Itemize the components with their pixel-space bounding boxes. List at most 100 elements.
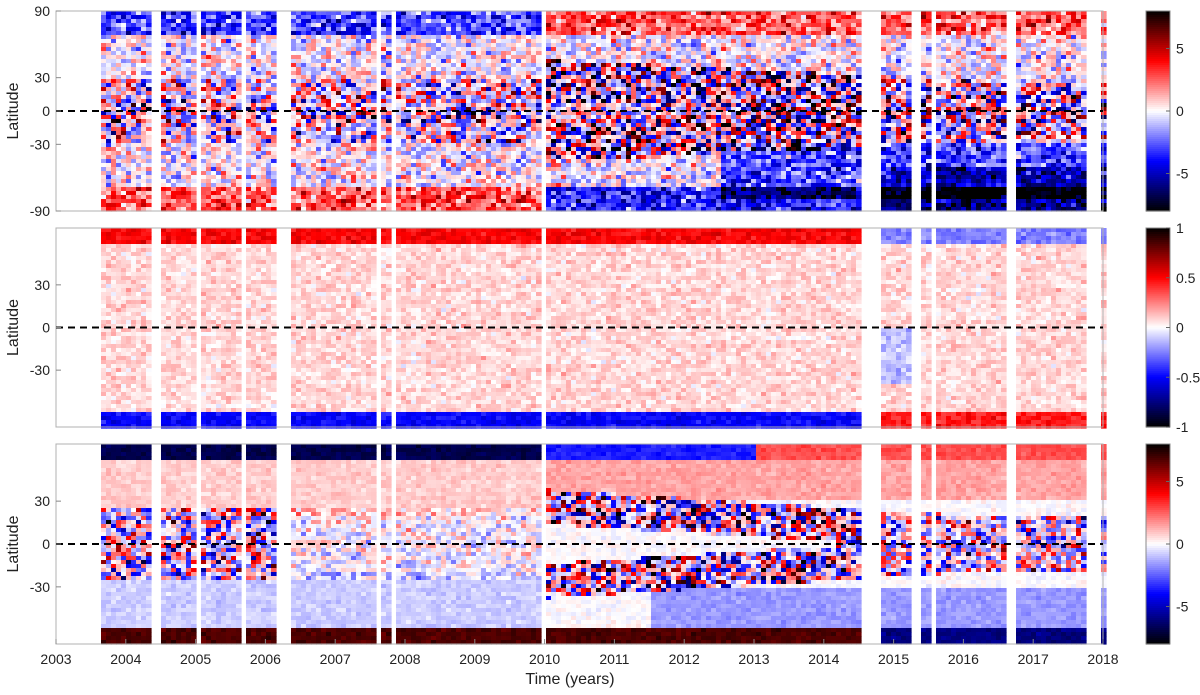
heatmap-cell (181, 187, 187, 192)
heatmap-cell (431, 71, 437, 76)
heatmap-cell (271, 195, 277, 200)
heatmap-cell (506, 207, 512, 212)
heatmap-cell (616, 35, 622, 40)
heatmap-cell (456, 187, 462, 192)
heatmap-cell (341, 75, 347, 80)
heatmap-cell (596, 39, 602, 44)
heatmap-cell (406, 95, 412, 100)
heatmap-cell (441, 59, 447, 64)
heatmap-cell (556, 19, 562, 24)
heatmap-cell (496, 155, 502, 160)
heatmap-cell (511, 187, 517, 192)
heatmap-cell (246, 91, 252, 96)
heatmap-cell (581, 159, 587, 164)
heatmap-cell (101, 51, 107, 56)
heatmap-cell (126, 67, 132, 72)
heatmap-cell (536, 151, 542, 156)
heatmap-cell (111, 87, 117, 92)
heatmap-cell (606, 75, 612, 80)
heatmap-cell (636, 123, 642, 128)
heatmap-cell (206, 51, 212, 56)
heatmap-cell (456, 27, 462, 32)
heatmap-cell (491, 127, 497, 132)
heatmap-cell (576, 19, 582, 24)
heatmap-cell (246, 31, 252, 36)
heatmap-cell (526, 103, 532, 108)
heatmap-cell (526, 11, 532, 16)
heatmap-cell (366, 47, 372, 52)
heatmap-cell (101, 71, 107, 76)
heatmap-cell (426, 163, 432, 168)
heatmap-cell (291, 187, 297, 192)
heatmap-cell (641, 175, 647, 180)
heatmap-cell (416, 75, 422, 80)
heatmap-cell (481, 15, 487, 20)
heatmap-cell (426, 179, 432, 184)
heatmap-cell (131, 131, 137, 136)
heatmap-cell (586, 67, 592, 72)
heatmap-cell (146, 27, 152, 32)
heatmap-cell (366, 139, 372, 144)
heatmap-cell (306, 111, 312, 116)
heatmap-cell (501, 135, 507, 140)
heatmap-cell (176, 107, 182, 112)
heatmap-cell (571, 155, 577, 160)
heatmap-cell (381, 47, 387, 52)
heatmap-cell (236, 35, 242, 40)
heatmap-cell (311, 15, 317, 20)
heatmap-cell (396, 75, 402, 80)
heatmap-cell (631, 111, 637, 116)
heatmap-cell (446, 31, 452, 36)
heatmap-cell (201, 87, 207, 92)
heatmap-cell (511, 31, 517, 36)
heatmap-cell (251, 127, 257, 132)
heatmap-cell (441, 39, 447, 44)
heatmap-cell (471, 103, 477, 108)
heatmap-cell (406, 183, 412, 188)
heatmap-cell (336, 107, 342, 112)
heatmap-cell (316, 51, 322, 56)
heatmap-cell (396, 99, 402, 104)
heatmap-cell (311, 87, 317, 92)
heatmap-cell (206, 71, 212, 76)
heatmap-cell (611, 179, 617, 184)
heatmap-cell (601, 203, 607, 208)
heatmap-cell (131, 31, 137, 36)
heatmap-cell (466, 163, 472, 168)
heatmap-cell (371, 195, 377, 200)
heatmap-cell (486, 191, 492, 196)
heatmap-cell (426, 171, 432, 176)
heatmap-cell (421, 147, 427, 152)
heatmap-cell (611, 71, 617, 76)
heatmap-cell (236, 135, 242, 140)
heatmap-cell (251, 107, 257, 112)
heatmap-cell (261, 191, 267, 196)
heatmap-cell (576, 47, 582, 52)
heatmap-cell (436, 175, 442, 180)
heatmap-cell (576, 63, 582, 68)
heatmap-cell (356, 159, 362, 164)
heatmap-cell (436, 103, 442, 108)
heatmap-cell (416, 195, 422, 200)
heatmap-cell (596, 167, 602, 172)
heatmap-cell (641, 91, 647, 96)
heatmap-cell (431, 59, 437, 64)
heatmap-cell (361, 195, 367, 200)
heatmap-cell (381, 191, 387, 196)
heatmap-cell (611, 119, 617, 124)
heatmap-cell (216, 95, 222, 100)
heatmap-cell (406, 155, 412, 160)
heatmap-cell (471, 71, 477, 76)
heatmap-cell (341, 115, 347, 120)
heatmap-cell (216, 183, 222, 188)
heatmap-cell (291, 119, 297, 124)
heatmap-cell (521, 47, 527, 52)
heatmap-cell (111, 179, 117, 184)
heatmap-cell (116, 51, 122, 56)
heatmap-cell (161, 119, 167, 124)
heatmap-cell (571, 151, 577, 156)
heatmap-cell (211, 63, 217, 68)
heatmap-cell (436, 95, 442, 100)
heatmap-cell (111, 83, 117, 88)
